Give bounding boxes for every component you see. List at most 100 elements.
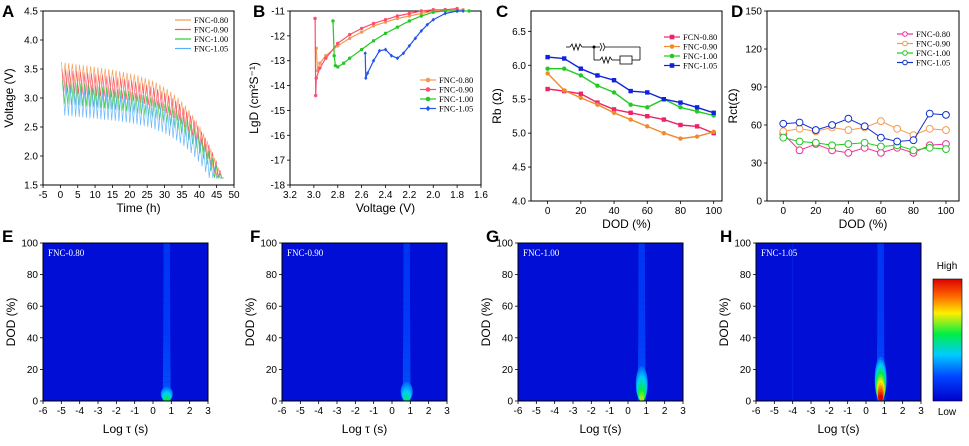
panel-letter-h: H [720, 227, 732, 246]
data-point [425, 87, 431, 92]
heatmap-streak-cell [638, 309, 646, 316]
heatmap-streak-cell [877, 279, 884, 286]
data-point [407, 14, 412, 18]
panel-letter-a: A [2, 2, 14, 21]
y-tick-label: 60 [751, 121, 763, 132]
x-tick-label: 3.2 [283, 190, 297, 201]
legend-entry: FNC-0.80 [194, 15, 228, 25]
data-point [860, 138, 869, 147]
data-point [395, 16, 400, 21]
heatmap-streak-cell [638, 322, 646, 329]
data-point [347, 56, 352, 60]
legend-entry: FNC-1.00 [194, 34, 228, 44]
x-tick-label: -5 [532, 406, 541, 417]
y-tick-label: 100 [734, 239, 751, 250]
heatmap-streak-cell [877, 328, 885, 335]
data-point [828, 121, 836, 129]
data-point [711, 110, 716, 115]
y-axis-title: Rct(Ω) [726, 89, 740, 124]
x-tick-label: -6 [278, 406, 287, 417]
data-point [332, 54, 336, 58]
heatmap-streak-cell [877, 267, 884, 274]
data-point [431, 10, 435, 14]
y-tick-label: 40 [266, 333, 278, 344]
colorbar-gradient [932, 278, 963, 402]
panel-letter-e: E [2, 227, 13, 246]
data-point [678, 122, 683, 128]
heatmap-streak-cell [877, 340, 885, 347]
heatmap-streak-cell [402, 364, 411, 371]
heatmap-streak-cell [403, 243, 410, 250]
data-point [562, 88, 567, 93]
data-point [395, 56, 400, 61]
y-tick-label: 60 [27, 302, 39, 313]
heatmap-streak-cell [877, 334, 885, 341]
data-point [377, 48, 382, 53]
x-tick-label: 25 [142, 190, 154, 201]
chart-panel-a: -5 0 5 10 15 20 25 30 35 40 45 50 1.5 2.0 2.5 3.0 3.5 4.0… [2, 7, 240, 216]
heatmap-streak-cell [163, 273, 171, 280]
heatmap-streak-cell [403, 297, 411, 304]
data-point [795, 137, 804, 146]
data-point [661, 117, 667, 122]
x-tick-label: 10 [90, 190, 102, 201]
x-tick-label: 20 [575, 206, 587, 217]
x-axis-title: Log τ(s) [817, 422, 859, 436]
heatmap-streak-cell [403, 328, 411, 335]
x-tick-label: 5 [75, 190, 81, 201]
data-point [359, 30, 364, 34]
data-point [844, 140, 853, 148]
heatmap-streak-cell [403, 352, 411, 359]
y-tick-label: 80 [740, 270, 752, 281]
data-point [419, 14, 424, 18]
data-point [401, 51, 406, 56]
legend-entry: FNC-0.90 [439, 85, 473, 95]
heatmap-streak-cell [877, 303, 885, 310]
x-tick-label: 2.8 [331, 190, 345, 201]
data-point [860, 122, 869, 131]
y-tick-label: -11 [271, 7, 285, 18]
y-tick-label: 20 [27, 365, 39, 376]
heatmap-streak-cell [163, 309, 171, 316]
y-tick-label: -13 [271, 56, 286, 67]
heatmap-streak-cell [877, 261, 884, 268]
data-point [876, 142, 885, 151]
data-point [425, 22, 429, 27]
data-point [545, 71, 550, 76]
heatmap-streak-cell [403, 273, 410, 280]
x-tick-label: -5 [296, 406, 305, 417]
data-point [407, 43, 412, 48]
circuit-resistor-r2 [599, 55, 613, 65]
legend-entry: FNC-0.80 [439, 75, 473, 85]
legend-entry: FNC-1.05 [916, 58, 950, 68]
y-tick-label: 4.0 [512, 197, 526, 208]
data-point [347, 36, 352, 41]
legend-entry: FNC-1.00 [683, 51, 717, 61]
data-point [628, 102, 633, 107]
legend-entry: FNC-0.90 [683, 42, 717, 52]
data-point [324, 56, 328, 60]
data-point [342, 61, 346, 65]
heatmap-streak-cell [403, 346, 411, 353]
data-point [611, 78, 617, 83]
data-point [395, 25, 400, 29]
data-point [795, 118, 804, 127]
data-point [645, 124, 650, 129]
data-point [844, 114, 853, 123]
y-tick-label: -15 [271, 106, 286, 117]
data-point [395, 14, 400, 18]
y-tick-label: 100 [21, 239, 38, 250]
y-axis-title: DOD (%) [479, 298, 493, 347]
x-tick-label: 2.6 [355, 190, 369, 201]
data-point [562, 66, 567, 71]
y-tick-label: 100 [260, 239, 277, 250]
series-line [62, 86, 222, 179]
heatmap-streak-cell [638, 267, 646, 274]
x-tick-label: 0 [625, 406, 631, 417]
heatmap-streak-cell [162, 376, 171, 383]
data-point [389, 53, 394, 58]
heatmap-streak-cell [163, 267, 171, 274]
x-tick-label: 2.4 [379, 190, 393, 201]
colorbar-high-label: High [937, 261, 958, 272]
data-point [371, 21, 376, 26]
